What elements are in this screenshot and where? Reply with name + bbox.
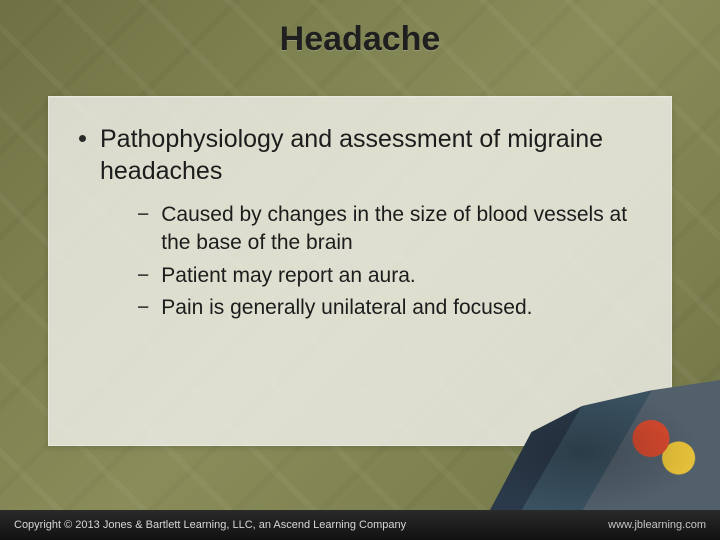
bullet-marker-icon <box>79 135 86 142</box>
copyright-text: Copyright © 2013 Jones & Bartlett Learni… <box>14 519 406 531</box>
sub-bullet-item: − Caused by changes in the size of blood… <box>137 201 641 258</box>
sub-bullet-item: − Pain is generally unilateral and focus… <box>137 294 641 322</box>
slide-title: Headache <box>280 20 441 59</box>
dash-marker-icon: − <box>137 201 149 229</box>
title-bar: Headache <box>0 0 720 78</box>
bullet-item: Pathophysiology and assessment of migrai… <box>79 123 641 187</box>
footer-url: www.jblearning.com <box>608 519 706 531</box>
sub-bullet-list: − Caused by changes in the size of blood… <box>137 201 641 322</box>
bullet-text: Pathophysiology and assessment of migrai… <box>100 123 641 187</box>
sub-bullet-text: Patient may report an aura. <box>161 262 415 290</box>
dash-marker-icon: − <box>137 262 149 290</box>
footer-bar: Copyright © 2013 Jones & Bartlett Learni… <box>0 510 720 540</box>
content-panel: Pathophysiology and assessment of migrai… <box>48 96 672 446</box>
dash-marker-icon: − <box>137 294 149 322</box>
sub-bullet-text: Pain is generally unilateral and focused… <box>161 294 532 322</box>
sub-bullet-item: − Patient may report an aura. <box>137 262 641 290</box>
sub-bullet-text: Caused by changes in the size of blood v… <box>161 201 641 258</box>
